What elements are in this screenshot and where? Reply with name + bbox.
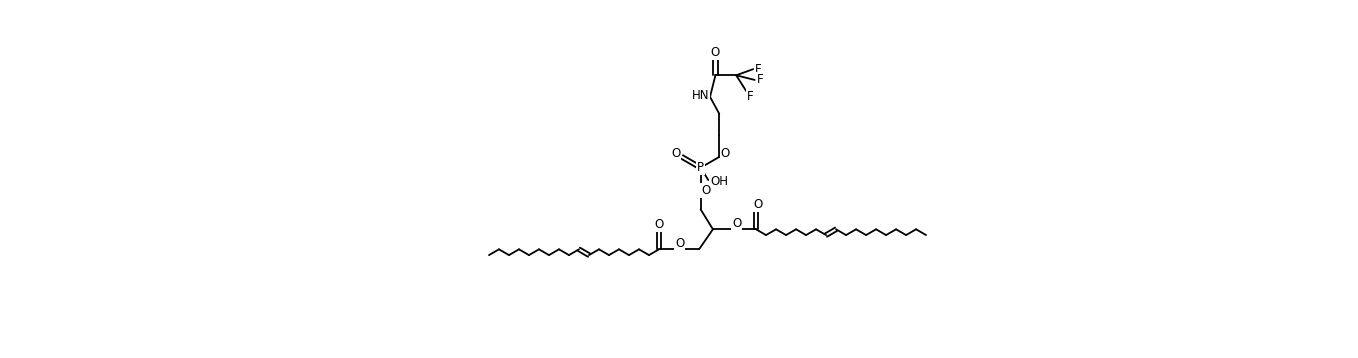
Text: O: O: [675, 237, 684, 250]
Text: O: O: [671, 146, 680, 160]
Text: F: F: [747, 90, 754, 103]
Text: O: O: [710, 47, 720, 59]
Text: F: F: [755, 63, 762, 76]
Text: HN: HN: [693, 89, 709, 102]
Text: P: P: [697, 161, 703, 174]
Text: O: O: [655, 218, 664, 231]
Text: F: F: [756, 73, 763, 86]
Text: O: O: [732, 217, 741, 229]
Text: O: O: [752, 198, 762, 211]
Text: O: O: [701, 184, 710, 197]
Text: OH: OH: [710, 175, 728, 188]
Text: O: O: [721, 147, 731, 160]
